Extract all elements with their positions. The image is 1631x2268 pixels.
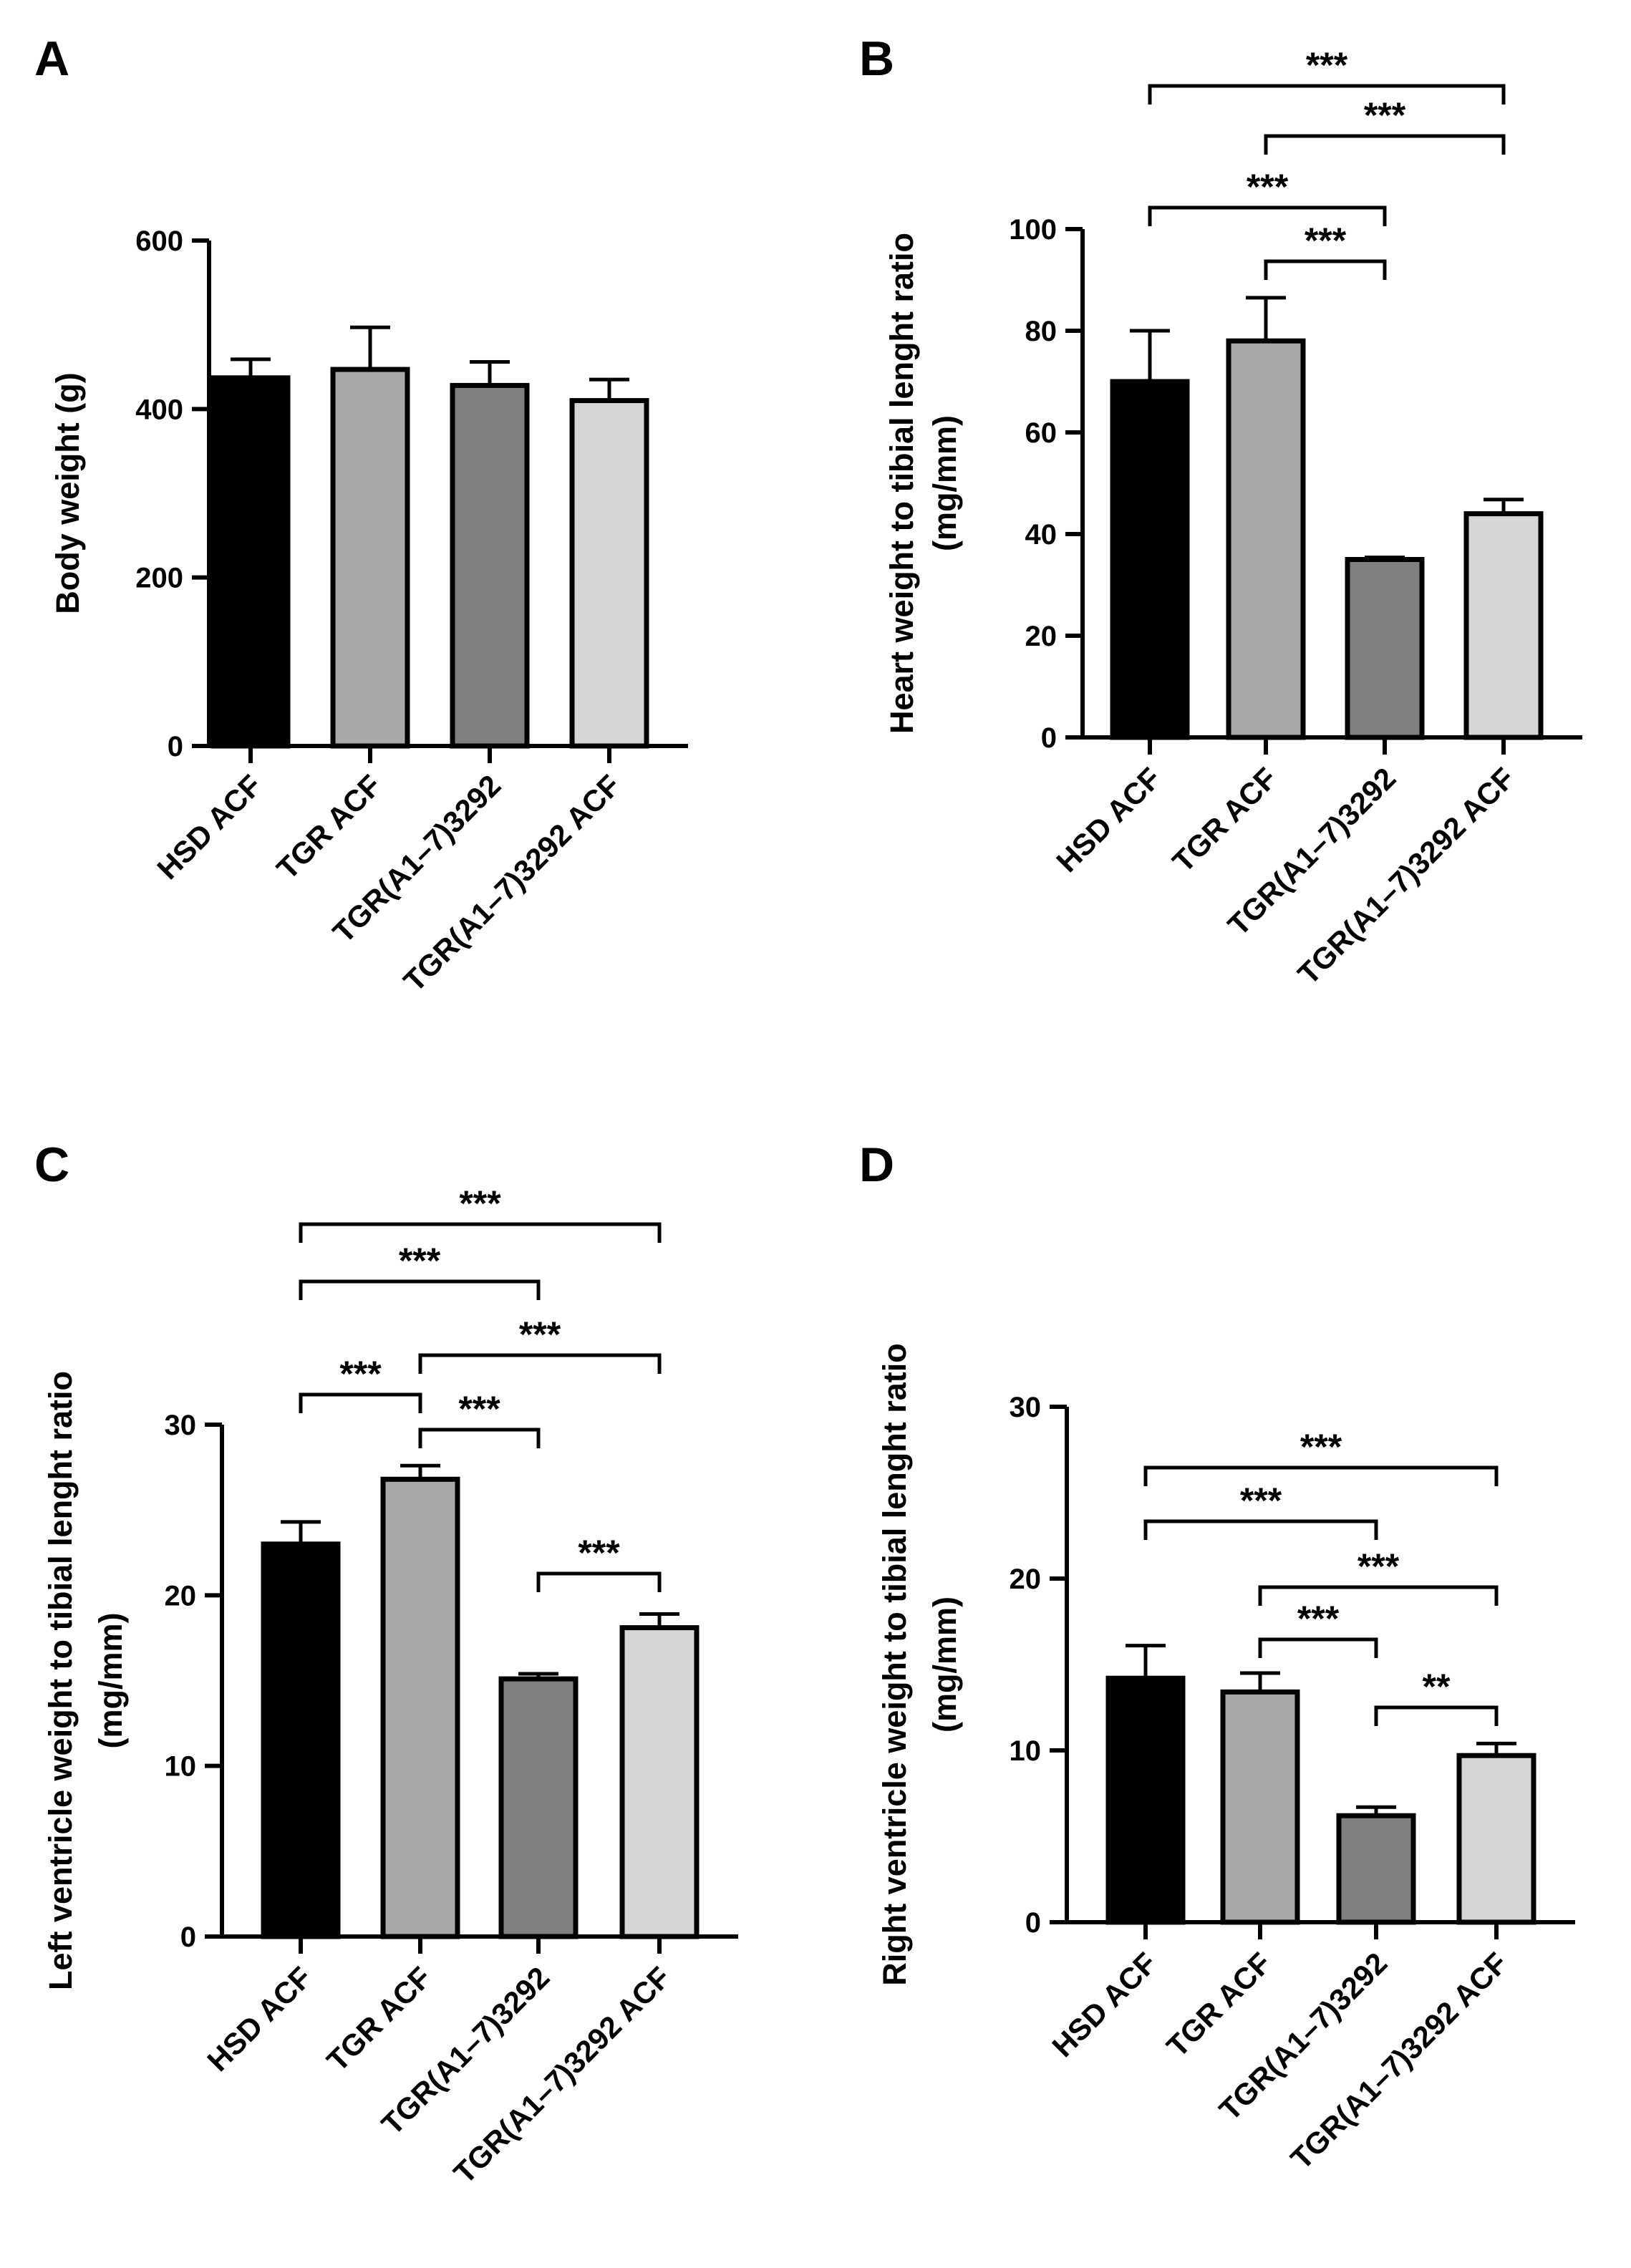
- y-axis-label: (mg/mm): [926, 1596, 963, 1732]
- significance-label: ***: [1357, 1546, 1400, 1586]
- significance-label: ***: [459, 1183, 501, 1223]
- y-tick-label: 400: [135, 394, 183, 425]
- significance-bracket: [1258, 1637, 1378, 1658]
- y-tick-label: 30: [1010, 1392, 1042, 1423]
- bar: [1456, 1753, 1536, 1925]
- bar: [1105, 1675, 1186, 1925]
- y-tick-label: 200: [135, 563, 183, 594]
- significance-label: ***: [578, 1533, 620, 1573]
- chart-panel-c: 0 10 20 30 Left ventricle weight to tibial l…: [42, 1183, 738, 2190]
- significance-label: ***: [458, 1389, 500, 1429]
- significance-label: ***: [1364, 95, 1406, 135]
- significance-bracket: [418, 1428, 541, 1448]
- significance-bracket: [1264, 134, 1506, 155]
- bar: [498, 1676, 579, 1939]
- y-tick-label: 60: [1025, 417, 1058, 449]
- significance-bracket: [1258, 1585, 1499, 1606]
- y-tick-label: 20: [1010, 1564, 1042, 1595]
- bar: [330, 367, 410, 749]
- bar: [380, 1476, 460, 1939]
- significance-label: ***: [1247, 167, 1289, 207]
- panel-c-title: C: [34, 1138, 69, 1192]
- significance-label: **: [1423, 1667, 1451, 1707]
- y-axis-label: Left ventricle weight to tibial lenght r…: [42, 1371, 79, 1990]
- y-tick-label: 40: [1025, 519, 1058, 551]
- bar: [450, 382, 530, 749]
- y-axis-label: (mg/mm): [926, 415, 963, 551]
- significance-label: ***: [1297, 1599, 1340, 1639]
- bar: [1463, 511, 1544, 740]
- significance-bracket: [1148, 84, 1506, 105]
- y-tick-label: 0: [1041, 722, 1057, 754]
- bar: [261, 1541, 341, 1939]
- bar: [210, 375, 291, 749]
- y-tick-label: 20: [165, 1580, 197, 1612]
- significance-bracket: [1374, 1705, 1499, 1726]
- significance-bracket: [1148, 205, 1387, 226]
- significance-bracket: [299, 1279, 541, 1300]
- bar: [1345, 557, 1425, 740]
- significance-bracket: [536, 1571, 662, 1592]
- y-tick-label: 10: [1010, 1735, 1042, 1767]
- y-tick-label: 30: [165, 1410, 197, 1441]
- y-axis-label: Heart weight to tibial lenght ratio: [884, 233, 920, 734]
- significance-label: ***: [519, 1314, 561, 1354]
- significance-label: ***: [399, 1241, 441, 1281]
- significance-label: ***: [1300, 1427, 1342, 1467]
- y-tick-label: 80: [1025, 316, 1058, 347]
- y-tick-label: 0: [168, 731, 183, 762]
- y-axis-label: Body weight (g): [49, 372, 86, 614]
- significance-bracket: [1264, 259, 1387, 280]
- y-tick-label: 0: [180, 1922, 196, 1953]
- significance-bracket: [299, 1392, 422, 1413]
- significance-label: ***: [339, 1354, 382, 1394]
- y-tick-label: 600: [135, 226, 183, 257]
- bar: [569, 398, 649, 749]
- y-axis-label: Right ventricle weight to tibial lenght …: [876, 1343, 913, 1986]
- significance-bracket: [299, 1222, 662, 1243]
- significance-bracket: [418, 1353, 662, 1374]
- significance-label: ***: [1240, 1480, 1282, 1521]
- panel-d-title: D: [859, 1138, 894, 1192]
- significance-bracket: [1143, 1519, 1378, 1540]
- significance-bracket: [1143, 1465, 1499, 1486]
- bar: [1110, 379, 1190, 740]
- y-axis-label: (mg/mm): [92, 1613, 129, 1749]
- y-tick-label: 0: [1025, 1907, 1041, 1939]
- y-tick-label: 10: [165, 1751, 197, 1783]
- panel-a-title: A: [34, 32, 69, 86]
- y-tick-label: 100: [1009, 214, 1057, 246]
- bar: [1336, 1813, 1416, 1925]
- significance-label: ***: [1305, 220, 1347, 261]
- bar: [1226, 338, 1306, 740]
- bar: [619, 1625, 700, 1939]
- y-tick-label: 20: [1025, 621, 1058, 652]
- panel-b-title: B: [859, 32, 894, 86]
- significance-label: ***: [1306, 45, 1348, 85]
- bar: [1220, 1689, 1300, 1925]
